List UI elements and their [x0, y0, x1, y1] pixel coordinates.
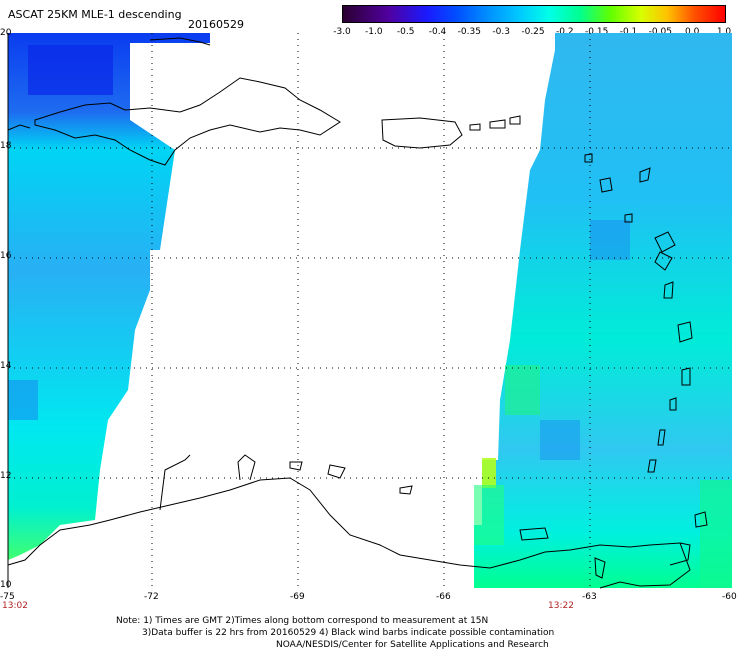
colorbar-tick-label: -0.3 — [492, 27, 510, 37]
right-swath — [474, 33, 732, 588]
lon-label-63: -63 — [582, 592, 597, 602]
left-swath — [8, 33, 210, 560]
lon-label-66: -66 — [436, 592, 451, 602]
lat-label-10: 10 — [0, 580, 12, 590]
lat-label-14: 14 — [0, 361, 12, 371]
colorbar-tick-label: -0.05 — [648, 27, 672, 37]
lon-label-69: -69 — [290, 592, 305, 602]
note-line-2: 3)Data buffer is 22 hrs from 20160529 4)… — [142, 628, 555, 638]
time-label-right: 13:22 — [548, 601, 574, 611]
colorbar-tick-label: -0.15 — [585, 27, 609, 37]
lat-label-18: 18 — [0, 141, 12, 151]
colorbar-tick-label: -0.4 — [428, 27, 447, 37]
colorbar-tick-label: -1.0 — [365, 27, 383, 37]
lon-label-60: -60 — [722, 592, 737, 602]
colorbar-tick-label: -0.25 — [521, 27, 545, 37]
colorbar-tick-label: -3.0 — [333, 27, 351, 37]
colorbar-tick-label: 1.0 — [716, 27, 732, 37]
colorbar-tick-label: -0.35 — [457, 27, 481, 37]
colorbar-tick-label: -0.2 — [556, 27, 574, 37]
product-date: 20160529 — [188, 18, 244, 31]
colorbar — [342, 5, 726, 23]
lat-label-20: 20 — [0, 28, 12, 38]
graticule — [8, 33, 732, 588]
note-line-1: Note: 1) Times are GMT 2)Times along bot… — [116, 616, 489, 626]
colorbar-tick-label: -0.5 — [396, 27, 415, 37]
note-line-3: NOAA/NESDIS/Center for Satellite Applica… — [276, 640, 549, 650]
lon-label-75: -75 — [0, 592, 15, 602]
coastlines — [7, 37, 708, 589]
time-label-left: 13:02 — [2, 601, 28, 611]
lon-label-72: -72 — [144, 592, 159, 602]
colorbar-tick-label: 0.0 — [684, 27, 700, 37]
lat-label-12: 12 — [0, 471, 12, 481]
product-title: ASCAT 25KM MLE-1 descending — [8, 8, 182, 21]
lat-label-16: 16 — [0, 251, 12, 261]
colorbar-tick-label: -0.1 — [619, 27, 638, 37]
